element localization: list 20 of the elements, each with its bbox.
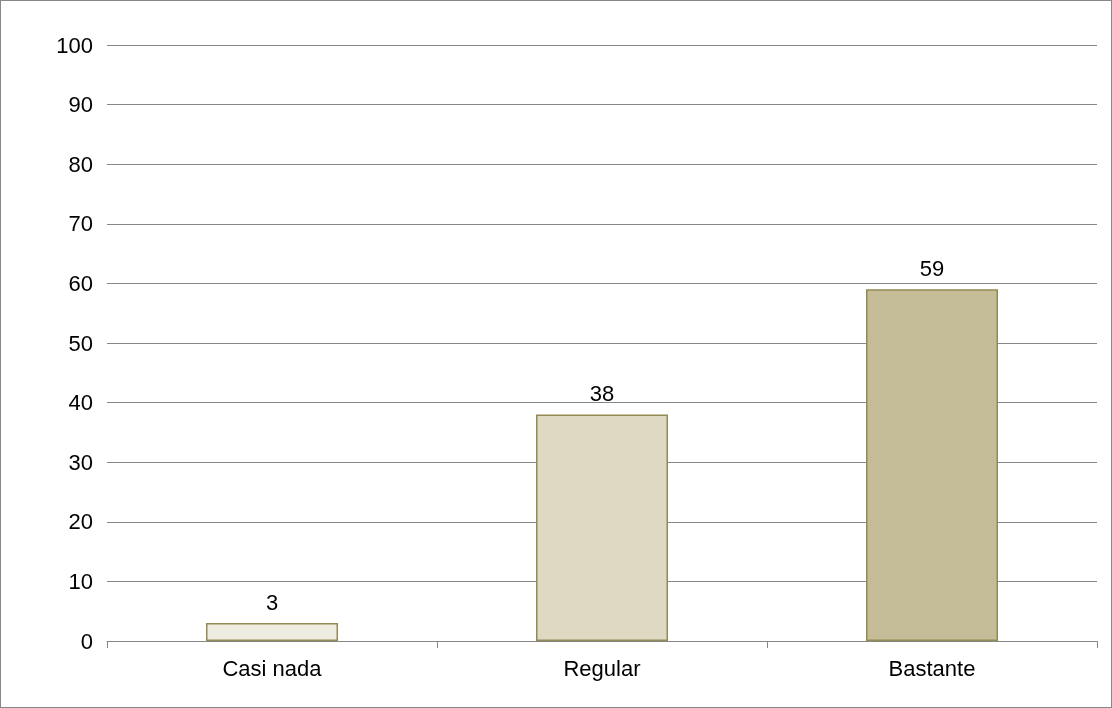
y-tick-label: 20	[68, 509, 93, 535]
data-label: 38	[589, 381, 615, 407]
data-label: 59	[919, 255, 945, 281]
y-tick-label: 70	[68, 211, 93, 237]
y-tick-label: 10	[68, 568, 93, 594]
bar	[536, 414, 668, 641]
x-tick-label: Regular	[563, 655, 641, 681]
y-tick-label: 80	[68, 151, 93, 177]
y-tick-label: 30	[68, 449, 93, 475]
y-tick-label: 90	[68, 92, 93, 118]
x-tick-label: Casi nada	[222, 655, 323, 681]
y-tick-label: 40	[68, 390, 93, 416]
x-tick-label: Bastante	[888, 655, 976, 681]
bar	[866, 289, 998, 641]
data-label: 3	[265, 589, 279, 615]
y-tick-label: 60	[68, 270, 93, 296]
bar	[206, 623, 338, 641]
y-tick-label: 0	[80, 628, 93, 654]
y-tick-label: 100	[56, 32, 93, 58]
y-tick-label: 50	[68, 330, 93, 356]
